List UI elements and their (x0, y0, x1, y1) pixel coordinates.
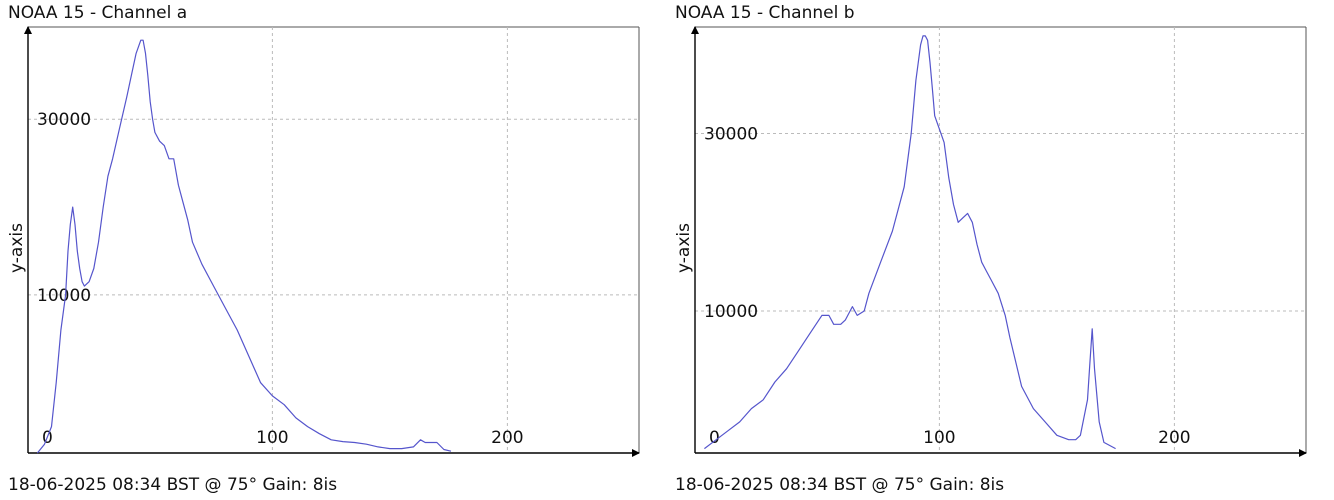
x-tick-label: 200 (491, 428, 523, 448)
chart-title: NOAA 15 - Channel b (675, 3, 855, 23)
footer-gain-value: 8is (312, 475, 338, 495)
chart-panel-b: NOAA 15 - Channel b 0 100 200 10000 30000 y-a… (667, 0, 1334, 500)
y-tick-label: 30000 (704, 125, 758, 145)
footer-gain-value: 8is (979, 475, 1005, 495)
y-axis-arrowhead (24, 26, 32, 34)
x-tick-label: 0 (709, 428, 720, 448)
footer-timestamp: 18-06-2025 08:34 BST @ 75° (8, 475, 258, 495)
y-tick-label: 10000 (704, 302, 758, 322)
status-footer: 18-06-2025 08:34 BST @ 75° Gain: 8is (8, 475, 337, 495)
y-tick-label: 30000 (37, 110, 91, 130)
x-tick-label: 100 (256, 428, 288, 448)
y-axis-title: y-axis (7, 223, 27, 273)
series-line (704, 35, 1116, 450)
chart-panel-a: NOAA 15 - Channel a 0 100 200 10000 30000 y-a… (7, 3, 640, 495)
status-footer: 18-06-2025 08:34 BST @ 75° Gain: 8is (675, 475, 1004, 495)
y-tick-label: 10000 (37, 286, 91, 306)
x-tick-label: 200 (1158, 428, 1190, 448)
footer-gain-label: Gain: (262, 475, 308, 495)
x-tick-label: 100 (923, 428, 955, 448)
series-line (36, 39, 452, 454)
chart-plot-b: 0 100 200 10000 30000 y-axis (674, 26, 1307, 457)
footer-gain-label: Gain: (929, 475, 975, 495)
x-axis-arrowhead (1299, 449, 1307, 457)
y-axis-arrowhead (691, 26, 699, 34)
footer-timestamp: 18-06-2025 08:34 BST @ 75° (675, 475, 925, 495)
chart-title: NOAA 15 - Channel a (8, 3, 188, 23)
y-axis-title: y-axis (674, 223, 694, 273)
x-axis-arrowhead (632, 449, 640, 457)
